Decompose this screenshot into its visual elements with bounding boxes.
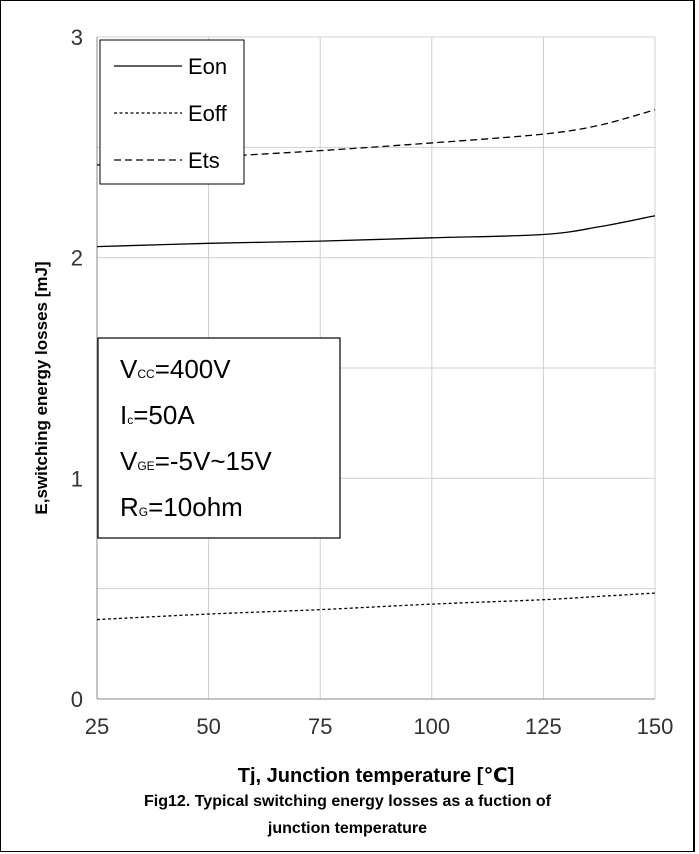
y-tick-label: 1	[71, 466, 83, 491]
condition-line: VCC=400V	[120, 354, 231, 384]
legend-label-eon: Eon	[188, 54, 227, 79]
x-tick-label: 75	[308, 714, 332, 739]
legend-label-ets: Ets	[188, 148, 220, 173]
y-tick-label: 0	[71, 687, 83, 712]
chart: 25 50 75 100 125 150 0 1 2 3 Tj, Junction temperat…	[32, 25, 674, 785]
series-line-eon	[96, 215, 656, 248]
condition-line: RG=10ohm	[120, 492, 243, 522]
x-tick-label: 125	[525, 714, 562, 739]
legend-label-eoff: Eoff	[188, 101, 228, 126]
x-tick-label: 25	[85, 714, 109, 739]
caption-line-1: Fig12. Typical switching energy losses a…	[144, 793, 551, 810]
caption-line-2: junction temperature	[267, 820, 428, 837]
y-tick-label: 3	[71, 25, 83, 50]
condition-line: VGE=-5V~15V	[120, 446, 272, 476]
condition-line: Ic=50A	[120, 400, 195, 430]
figure-caption: Fig12. Typical switching energy losses a…	[0, 788, 695, 842]
x-tick-label: 50	[196, 714, 220, 739]
series-line-eoff	[96, 592, 656, 621]
conditions-box	[97, 337, 341, 539]
y-tick-label: 2	[71, 246, 83, 271]
x-tick-label: 100	[413, 714, 450, 739]
x-axis-label: Tj, Junction temperature [℃]	[238, 765, 514, 785]
y-axis-label: E,switching energy losses [mJ]	[32, 261, 51, 514]
x-tick-label: 150	[637, 714, 674, 739]
